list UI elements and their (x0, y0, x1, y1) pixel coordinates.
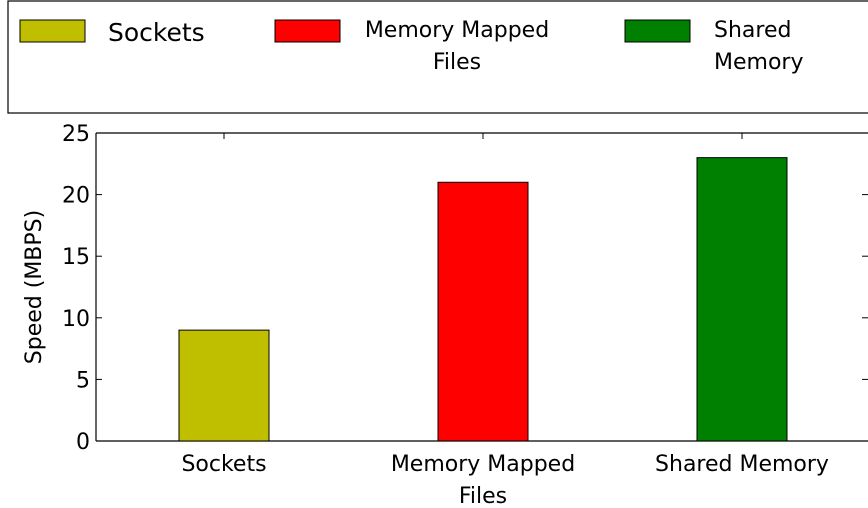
bar (437, 181, 529, 442)
bar (178, 329, 270, 442)
x-tick-label: Shared Memory (655, 452, 829, 477)
legend: Sockets Memory Mapped Files Shared Memory (7, 0, 868, 114)
y-axis-label: Speed (MBPS) (22, 210, 47, 364)
legend-label: Shared Memory (714, 18, 803, 75)
y-tick-label: 25 (62, 122, 90, 147)
x-tick-label: Sockets (181, 452, 266, 477)
y-tick-label: 10 (62, 307, 90, 332)
legend-box (7, 0, 868, 114)
legend-label: Sockets (108, 18, 205, 47)
y-tick-label: 20 (62, 184, 90, 209)
legend-swatch (624, 19, 691, 43)
y-tick-label: 0 (76, 430, 90, 455)
x-tick-label: Memory Mapped Files (391, 452, 575, 508)
bars (178, 157, 788, 442)
y-tick-label: 15 (62, 245, 90, 270)
bar (696, 157, 788, 442)
legend-swatch (19, 19, 86, 43)
legend-swatch (274, 19, 341, 43)
axis-labels: 0 5 10 15 20 25 Sockets Memory Mapped Files Share… (22, 122, 829, 508)
legend-label: Memory Mapped Files (365, 18, 549, 75)
y-tick-label: 5 (76, 368, 90, 393)
